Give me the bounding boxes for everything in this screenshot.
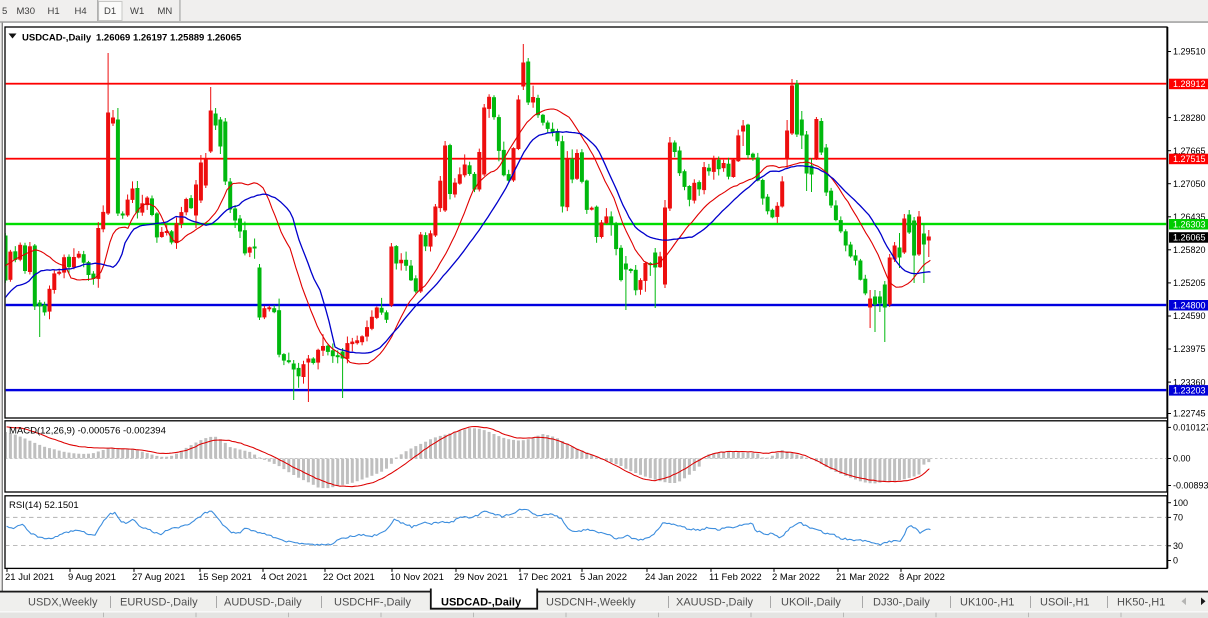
svg-text:MACD(12,26,9) -0.000576 -0.002: MACD(12,26,9) -0.000576 -0.002394 bbox=[9, 426, 166, 437]
svg-text:RSI(14) 52.1501: RSI(14) 52.1501 bbox=[9, 500, 79, 511]
svg-text:1.27665: 1.27665 bbox=[1173, 146, 1206, 156]
svg-text:70: 70 bbox=[1173, 513, 1183, 523]
svg-text:27 Aug 2021: 27 Aug 2021 bbox=[132, 572, 185, 583]
svg-text:MN: MN bbox=[158, 6, 173, 17]
svg-text:1.23203: 1.23203 bbox=[1173, 386, 1206, 396]
svg-text:5: 5 bbox=[2, 6, 7, 17]
svg-text:H1: H1 bbox=[48, 6, 60, 17]
svg-text:USDCHF-,Daily: USDCHF-,Daily bbox=[334, 597, 412, 609]
svg-text:AUDUSD-,Daily: AUDUSD-,Daily bbox=[224, 597, 302, 609]
svg-text:D1: D1 bbox=[104, 6, 116, 17]
svg-text:USDCAD-,Daily: USDCAD-,Daily bbox=[22, 33, 92, 44]
svg-text:1.24800: 1.24800 bbox=[1173, 300, 1206, 310]
svg-text:11 Feb 2022: 11 Feb 2022 bbox=[709, 572, 762, 583]
svg-text:USDX,Weekly: USDX,Weekly bbox=[28, 597, 98, 609]
svg-text:USDCAD-,Daily: USDCAD-,Daily bbox=[441, 597, 522, 609]
svg-text:EURUSD-,Daily: EURUSD-,Daily bbox=[120, 597, 198, 609]
svg-text:0.010127: 0.010127 bbox=[1173, 423, 1208, 433]
svg-text:DJ30-,Daily: DJ30-,Daily bbox=[873, 597, 930, 609]
svg-text:1.28912: 1.28912 bbox=[1173, 79, 1206, 89]
svg-text:21 Jul 2021: 21 Jul 2021 bbox=[5, 572, 54, 583]
svg-text:H4: H4 bbox=[75, 6, 87, 17]
svg-text:4 Oct 2021: 4 Oct 2021 bbox=[261, 572, 307, 583]
svg-text:0.00: 0.00 bbox=[1173, 454, 1191, 464]
svg-text:21 Mar 2022: 21 Mar 2022 bbox=[836, 572, 889, 583]
svg-text:10 Nov 2021: 10 Nov 2021 bbox=[390, 572, 444, 583]
svg-text:17 Dec 2021: 17 Dec 2021 bbox=[518, 572, 572, 583]
svg-text:1.25820: 1.25820 bbox=[1173, 245, 1206, 255]
svg-text:1.26303: 1.26303 bbox=[1173, 219, 1206, 229]
svg-text:29 Nov 2021: 29 Nov 2021 bbox=[454, 572, 508, 583]
svg-text:1.23975: 1.23975 bbox=[1173, 344, 1206, 354]
svg-text:1.27515: 1.27515 bbox=[1173, 154, 1206, 164]
svg-text:XAUUSD-,Daily: XAUUSD-,Daily bbox=[676, 597, 754, 609]
svg-text:1.28280: 1.28280 bbox=[1173, 113, 1206, 123]
svg-text:5 Jan 2022: 5 Jan 2022 bbox=[580, 572, 627, 583]
svg-text:M30: M30 bbox=[17, 6, 35, 17]
svg-text:HK50-,H1: HK50-,H1 bbox=[1117, 597, 1165, 609]
svg-text:-0.008935: -0.008935 bbox=[1173, 481, 1208, 491]
svg-text:1.25205: 1.25205 bbox=[1173, 278, 1206, 288]
svg-text:UK100-,H1: UK100-,H1 bbox=[960, 597, 1014, 609]
svg-text:W1: W1 bbox=[130, 6, 144, 17]
svg-text:24 Jan 2022: 24 Jan 2022 bbox=[645, 572, 697, 583]
svg-text:1.26069 1.26197 1.25889 1.2606: 1.26069 1.26197 1.25889 1.26065 bbox=[96, 33, 242, 44]
svg-text:1.22745: 1.22745 bbox=[1173, 409, 1206, 419]
svg-text:22 Oct 2021: 22 Oct 2021 bbox=[323, 572, 375, 583]
svg-text:1.27050: 1.27050 bbox=[1173, 179, 1206, 189]
svg-text:30: 30 bbox=[1173, 541, 1183, 551]
svg-text:1.29510: 1.29510 bbox=[1173, 47, 1206, 57]
svg-text:UKOil-,Daily: UKOil-,Daily bbox=[781, 597, 841, 609]
svg-text:1.26435: 1.26435 bbox=[1173, 212, 1206, 222]
svg-text:1.24590: 1.24590 bbox=[1173, 311, 1206, 321]
svg-text:2 Mar 2022: 2 Mar 2022 bbox=[772, 572, 820, 583]
svg-text:1.23360: 1.23360 bbox=[1173, 377, 1206, 387]
svg-text:0: 0 bbox=[1173, 556, 1178, 566]
svg-text:15 Sep 2021: 15 Sep 2021 bbox=[198, 572, 252, 583]
svg-text:9 Aug 2021: 9 Aug 2021 bbox=[68, 572, 116, 583]
svg-text:8 Apr 2022: 8 Apr 2022 bbox=[899, 572, 945, 583]
svg-text:USOil-,H1: USOil-,H1 bbox=[1040, 597, 1090, 609]
svg-text:USDCNH-,Weekly: USDCNH-,Weekly bbox=[546, 597, 636, 609]
svg-text:1.26065: 1.26065 bbox=[1173, 233, 1206, 243]
svg-text:100: 100 bbox=[1173, 498, 1188, 508]
